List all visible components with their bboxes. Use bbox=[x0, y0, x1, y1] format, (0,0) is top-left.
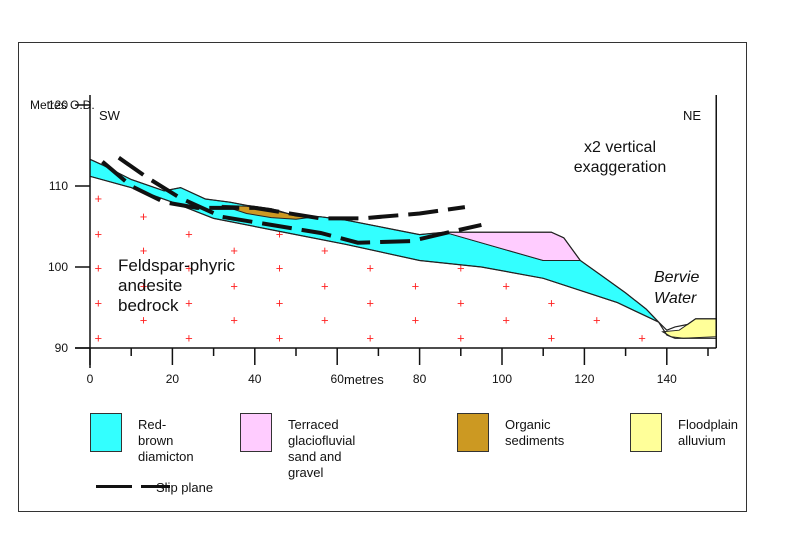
y-tick-label: 100 bbox=[48, 260, 68, 274]
legend-label-glaciofluvial: Terraced glaciofluvial sand and gravel bbox=[288, 417, 356, 480]
bedrock-cross-mark: + bbox=[276, 227, 284, 242]
slip-planes bbox=[101, 156, 482, 245]
bedrock-cross-mark: + bbox=[276, 330, 284, 345]
slip-plane-line bbox=[117, 156, 482, 245]
x-tick-label: 60 bbox=[331, 372, 345, 386]
y-tick-label: 90 bbox=[55, 341, 69, 355]
bedrock-cross-mark: + bbox=[457, 261, 465, 276]
bedrock-cross-mark: + bbox=[366, 295, 374, 310]
legend-swatch-alluvium bbox=[630, 413, 662, 452]
bedrock-cross-mark: + bbox=[276, 295, 284, 310]
x-tick-label: 120 bbox=[574, 372, 594, 386]
bedrock-cross-mark: + bbox=[684, 209, 692, 224]
bedrock-cross-mark: + bbox=[185, 227, 193, 242]
x-tick-label: 80 bbox=[413, 372, 427, 386]
bedrock-cross-mark: + bbox=[366, 330, 374, 345]
bedrock-cross-mark: + bbox=[140, 312, 148, 327]
slip-dash bbox=[96, 485, 132, 488]
bedrock-cross-mark: + bbox=[412, 209, 420, 224]
bedrock-cross-mark: + bbox=[593, 243, 601, 258]
x-tick-label: 0 bbox=[87, 372, 94, 386]
slip-plane-line bbox=[101, 160, 466, 221]
bedrock-cross-mark: + bbox=[140, 209, 148, 224]
bedrock-cross-mark: + bbox=[94, 261, 102, 276]
bedrock-cross-mark: + bbox=[276, 261, 284, 276]
bedrock-cross-mark: + bbox=[412, 278, 420, 293]
bedrock-cross-mark: + bbox=[502, 278, 510, 293]
bedrock-cross-mark: + bbox=[230, 278, 238, 293]
bedrock-cross-mark: + bbox=[638, 330, 646, 345]
legend-swatch-diamicton bbox=[90, 413, 122, 452]
bedrock-cross-mark: + bbox=[593, 209, 601, 224]
legend-label-diamicton: Red-brown diamicton bbox=[138, 417, 194, 464]
bedrock-cross-mark: + bbox=[185, 261, 193, 276]
y-tick-label: 110 bbox=[49, 179, 68, 193]
legend-slip-plane-symbol bbox=[96, 478, 196, 494]
bedrock-cross-mark: + bbox=[548, 330, 556, 345]
bedrock-cross-mark: + bbox=[230, 312, 238, 327]
river-label: Bervie Water bbox=[654, 269, 700, 307]
bedrock-cross-mark: + bbox=[548, 295, 556, 310]
bedrock-cross-mark: + bbox=[593, 312, 601, 327]
bedrock-cross-mark: + bbox=[638, 227, 646, 242]
direction-sw-label: SW bbox=[99, 108, 120, 123]
legend-label-organic: Organic sediments bbox=[505, 417, 565, 448]
x-axis-title: metres bbox=[344, 372, 384, 387]
legend-label-slip-plane: Slip plane bbox=[156, 480, 214, 495]
bedrock-cross-mark: + bbox=[638, 261, 646, 276]
bedrock-cross-mark: + bbox=[94, 295, 102, 310]
bedrock-cross-mark: + bbox=[185, 330, 193, 345]
x-tick-label: 140 bbox=[657, 372, 677, 386]
slip-dash bbox=[141, 485, 170, 488]
axes: 90 100 110 120 0 20 40 60 80 100 120 140 bbox=[48, 95, 717, 386]
ground-surface-line bbox=[89, 158, 717, 331]
x-tick-label: 40 bbox=[248, 372, 262, 386]
y-tick-label: 120 bbox=[48, 98, 68, 112]
bedrock-cross-mark: + bbox=[230, 243, 238, 258]
bedrock-cross-mark: + bbox=[321, 278, 329, 293]
bedrock-cross-mark: + bbox=[548, 191, 556, 206]
bedrock-cross-mark: + bbox=[276, 191, 284, 206]
vertical-exaggeration-note: x2 vertical exaggeration bbox=[573, 139, 667, 176]
bedrock-cross-mark: + bbox=[321, 312, 329, 327]
bedrock-cross-mark: + bbox=[94, 330, 102, 345]
bedrock-label: Feldspar-phyric andesite bedrock bbox=[118, 256, 236, 315]
y-axis-title: Metres O.D. bbox=[30, 98, 95, 112]
bedrock-cross-mark: + bbox=[412, 312, 420, 327]
bedrock-cross-mark: + bbox=[140, 243, 148, 258]
bedrock-cross-mark: + bbox=[185, 295, 193, 310]
legend-swatch-organic bbox=[457, 413, 489, 452]
bedrock-cross-mark: + bbox=[94, 191, 102, 206]
bedrock-cross-mark: + bbox=[502, 209, 510, 224]
bedrock-cross-mark: + bbox=[638, 191, 646, 206]
x-tick-label: 100 bbox=[492, 372, 512, 386]
bedrock-cross-mark: + bbox=[94, 227, 102, 242]
figure-frame bbox=[18, 42, 747, 512]
bedrock-cross-mark: + bbox=[502, 312, 510, 327]
bedrock-cross-mark: + bbox=[684, 243, 692, 258]
bedrock-cross-mark: + bbox=[457, 191, 465, 206]
legend-label-alluvium: Floodplain alluvium bbox=[678, 417, 738, 448]
direction-ne-label: NE bbox=[683, 108, 702, 123]
legend-swatch-glaciofluvial bbox=[240, 413, 272, 452]
bedrock-cross-mark: + bbox=[366, 261, 374, 276]
bedrock-cross-mark: + bbox=[457, 330, 465, 345]
bedrock-cross-mark: + bbox=[140, 278, 148, 293]
bedrock-cross-mark: + bbox=[457, 295, 465, 310]
bedrock-cross-mark: + bbox=[321, 243, 329, 258]
bedrock-cross-mark: + bbox=[366, 191, 374, 206]
x-tick-label: 20 bbox=[166, 372, 180, 386]
